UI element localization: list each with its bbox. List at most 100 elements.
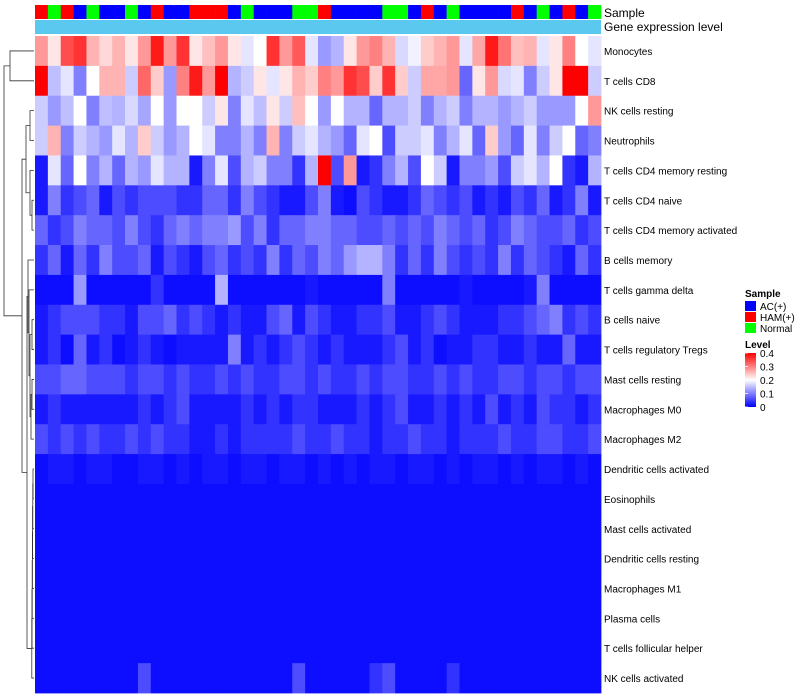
heatmap-cell xyxy=(510,364,525,395)
heatmap-cell xyxy=(176,215,190,246)
heatmap-cell xyxy=(330,274,345,306)
heatmap-cell xyxy=(60,215,74,246)
sample-annotation-cell xyxy=(99,5,113,19)
heatmap-cell xyxy=(305,663,319,694)
legend-swatch xyxy=(745,312,756,322)
heatmap-cell xyxy=(253,603,267,634)
sample-annotation-cell xyxy=(215,5,229,19)
heatmap-cell xyxy=(498,633,512,664)
heatmap-cell xyxy=(485,483,499,515)
heatmap-cell xyxy=(382,36,396,67)
sample-annotation-cell xyxy=(227,5,242,19)
heatmap-cell xyxy=(176,573,190,604)
heatmap-cell xyxy=(485,304,499,336)
heatmap-cell xyxy=(382,663,396,694)
heatmap-cell xyxy=(253,334,267,365)
heatmap-cell xyxy=(420,215,435,246)
sample-annotation-cell xyxy=(330,5,345,19)
sample-annotation-cell xyxy=(189,5,203,19)
heatmap-cell xyxy=(549,155,563,186)
heatmap-cell xyxy=(343,245,357,276)
heatmap-cell xyxy=(279,513,293,545)
heatmap-cell xyxy=(459,215,473,246)
heatmap-cell xyxy=(292,454,306,485)
heatmap-cell xyxy=(575,274,589,306)
heatmap-cell xyxy=(47,245,62,276)
heatmap-cell xyxy=(305,185,319,216)
heatmap-cell xyxy=(575,364,589,395)
heatmap-cell xyxy=(459,304,473,336)
heatmap-cell xyxy=(215,603,229,634)
heatmap-cell xyxy=(202,274,216,306)
heatmap-cell xyxy=(137,95,152,126)
heatmap-cell xyxy=(35,603,49,634)
heatmap-cell xyxy=(330,364,345,395)
heatmap-cell xyxy=(498,185,512,216)
heatmap-cell xyxy=(459,483,473,515)
heatmap-cell xyxy=(266,155,280,186)
sample-annotation-cell xyxy=(163,5,177,19)
heatmap-cell xyxy=(420,513,435,545)
heatmap-cell xyxy=(112,36,126,67)
heatmap-cell xyxy=(510,424,525,455)
heatmap-cell xyxy=(382,543,396,574)
heatmap-cell xyxy=(343,454,357,485)
heatmap-cell xyxy=(112,394,126,425)
heatmap-cell xyxy=(408,513,422,545)
heatmap-cell xyxy=(202,663,216,694)
heatmap-cell xyxy=(343,513,357,545)
heatmap-cell xyxy=(343,603,357,634)
heatmap-cell xyxy=(485,65,499,97)
heatmap-cell xyxy=(240,543,255,574)
heatmap-cell xyxy=(536,454,550,485)
heatmap-cell xyxy=(86,245,100,276)
heatmap-cell xyxy=(137,304,152,336)
heatmap-cell xyxy=(330,185,345,216)
heatmap-cell xyxy=(575,483,589,515)
heatmap-cell xyxy=(99,185,113,216)
heatmap-cell xyxy=(356,245,370,276)
sample-annotation-cell xyxy=(382,5,396,19)
heatmap-cell xyxy=(150,95,165,126)
heatmap-cell xyxy=(356,543,370,574)
heatmap-cell xyxy=(150,573,165,604)
row-label: T cells CD4 naive xyxy=(604,196,683,207)
heatmap-cell xyxy=(472,215,486,246)
heatmap-cell xyxy=(150,513,165,545)
heatmap-cell xyxy=(35,274,49,306)
heatmap-cell xyxy=(356,36,370,67)
heatmap-cell xyxy=(330,543,345,574)
heatmap-cell xyxy=(472,663,486,694)
heatmap-cell xyxy=(292,513,306,545)
heatmap-cell xyxy=(523,483,538,515)
heatmap-cell xyxy=(446,513,460,545)
heatmap-cell xyxy=(292,483,306,515)
heatmap-cell xyxy=(382,245,396,276)
heatmap-cell xyxy=(330,245,345,276)
heatmap-cell xyxy=(279,394,293,425)
heatmap-cell xyxy=(73,185,87,216)
heatmap-cell xyxy=(35,65,49,97)
sample-annotation-cell xyxy=(73,5,87,19)
heatmap-cell xyxy=(60,394,74,425)
heatmap-cell xyxy=(575,245,589,276)
heatmap-cell xyxy=(485,364,499,395)
heatmap-cell xyxy=(137,573,152,604)
heatmap-cell xyxy=(253,95,267,126)
heatmap-cell xyxy=(150,663,165,694)
heatmap-cell xyxy=(382,155,396,186)
heatmap-cell xyxy=(498,65,512,97)
heatmap-cell xyxy=(60,364,74,395)
heatmap-cell xyxy=(60,274,74,306)
dendrogram-branch xyxy=(25,125,30,194)
heatmap-cell xyxy=(408,603,422,634)
heatmap-cell xyxy=(408,36,422,67)
heatmap-cell xyxy=(266,304,280,336)
heatmap-cell xyxy=(356,513,370,545)
heatmap-cell xyxy=(485,603,499,634)
legend-sample-entries: AC(+)HAM(+)Normal xyxy=(745,301,795,335)
heatmap-cell xyxy=(523,543,538,574)
heatmap-cell xyxy=(227,573,242,604)
heatmap-cell xyxy=(163,245,177,276)
heatmap-cell xyxy=(588,274,602,306)
